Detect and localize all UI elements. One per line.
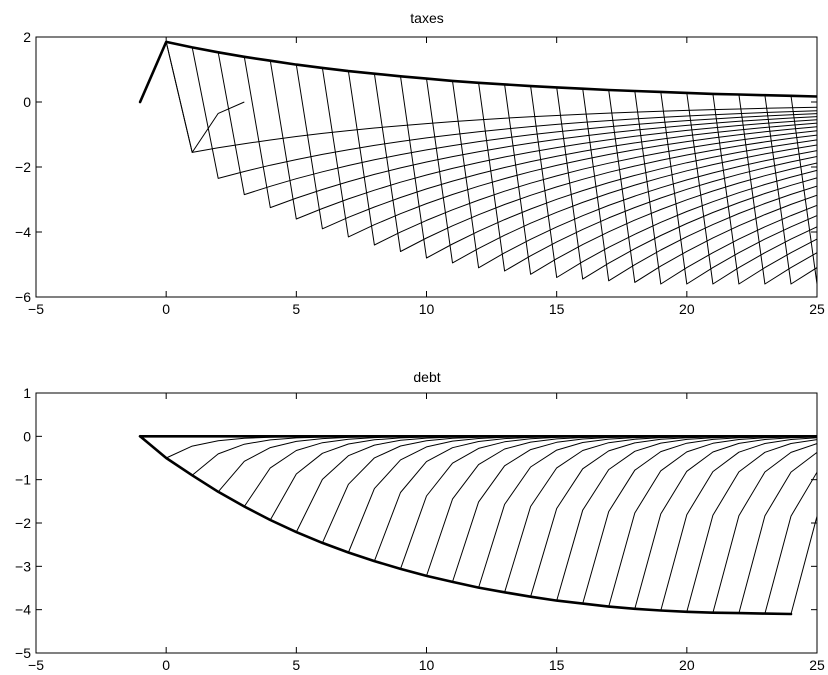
fan-line-19 — [660, 91, 817, 285]
x-tick-label: 0 — [162, 301, 170, 317]
chart-title: taxes — [410, 10, 443, 26]
fan-line-2 — [217, 52, 817, 196]
main-series-line-0 — [138, 434, 793, 616]
fan-line-3 — [243, 56, 817, 209]
fan-line-24 — [790, 95, 817, 285]
y-tick-label: −3 — [15, 558, 31, 574]
x-tick-label: 25 — [809, 301, 825, 317]
y-tick-label: −4 — [15, 224, 31, 240]
y-tick-label: 2 — [23, 29, 31, 45]
x-tick-label: 20 — [679, 301, 695, 317]
fan-line-9 — [400, 76, 817, 259]
fan-line-2 — [217, 435, 817, 493]
fan-line-8 — [373, 73, 817, 252]
fan-line-21 — [712, 93, 817, 285]
y-tick-label: −6 — [15, 289, 31, 305]
x-tick-label: 20 — [679, 657, 695, 673]
y-tick-label: 0 — [23, 428, 31, 444]
fan-line-17 — [608, 89, 817, 283]
fan-line-6 — [321, 435, 817, 544]
fan-line-17 — [608, 436, 817, 607]
fan-line-7 — [347, 71, 817, 246]
fan-line-15 — [556, 87, 817, 280]
x-tick-label: 5 — [292, 657, 300, 673]
y-tick-label: −1 — [15, 472, 31, 488]
fan-line-5 — [295, 64, 817, 230]
y-tick-label: 1 — [23, 385, 31, 401]
x-tick-label: 0 — [162, 657, 170, 673]
x-tick-label: 5 — [292, 301, 300, 317]
fan-line-18 — [634, 436, 817, 609]
fan-line-21 — [712, 443, 817, 613]
fan-line-3 — [243, 435, 817, 507]
fan-line-20 — [686, 92, 817, 285]
fan-line-24 — [790, 516, 817, 615]
main-series-line-0 — [138, 40, 817, 104]
x-tick-label: −5 — [28, 301, 44, 317]
chart-title: debt — [413, 369, 440, 385]
debt-panel: debt −5 0 5 10 15 20 25 −5 −4 −3 −2 −1 0 1 — [15, 369, 825, 673]
x-tick-label: 25 — [809, 657, 825, 673]
fan-line-23 — [764, 471, 817, 614]
fan-line-14 — [530, 435, 817, 597]
y-tick-label: 0 — [23, 94, 31, 110]
fan-line-12 — [478, 82, 817, 272]
taxes-panel: taxes −5 0 5 10 15 20 25 −6 −4 −2 0 2 — [15, 10, 825, 317]
fan-line-20 — [686, 439, 817, 612]
fan-line-14 — [530, 86, 817, 278]
fan-line-6 — [321, 67, 817, 238]
x-tick-label: −5 — [28, 657, 44, 673]
fan-line-15 — [556, 435, 817, 601]
fan-line-18 — [634, 90, 817, 285]
fan-line-22 — [738, 452, 817, 614]
x-tick-label: 10 — [419, 657, 435, 673]
fan-line-4 — [269, 60, 817, 220]
plot-area — [138, 434, 817, 616]
fan-line-0 — [165, 41, 817, 153]
fan-line-1 — [191, 47, 817, 179]
y-tick-label: −5 — [15, 645, 31, 661]
fan-line-19 — [660, 437, 817, 611]
x-tick-label: 10 — [419, 301, 435, 317]
y-tick-label: −2 — [15, 159, 31, 175]
fan-line-16 — [582, 88, 817, 282]
fan-line-13 — [504, 84, 817, 275]
x-tick-label: 15 — [549, 657, 565, 673]
y-tick-label: −2 — [15, 515, 31, 531]
axes-frame — [35, 392, 818, 654]
y-tick-label: −4 — [15, 602, 31, 618]
fan-line-7 — [347, 435, 817, 553]
fan-line-8 — [373, 435, 817, 562]
fan-line-23 — [764, 95, 817, 285]
series-line-1 — [165, 41, 245, 153]
plot-area — [138, 40, 817, 285]
fan-line-22 — [738, 94, 817, 285]
fan-line-11 — [452, 80, 817, 269]
fan-line-11 — [452, 435, 817, 583]
x-tick-label: 15 — [549, 301, 565, 317]
